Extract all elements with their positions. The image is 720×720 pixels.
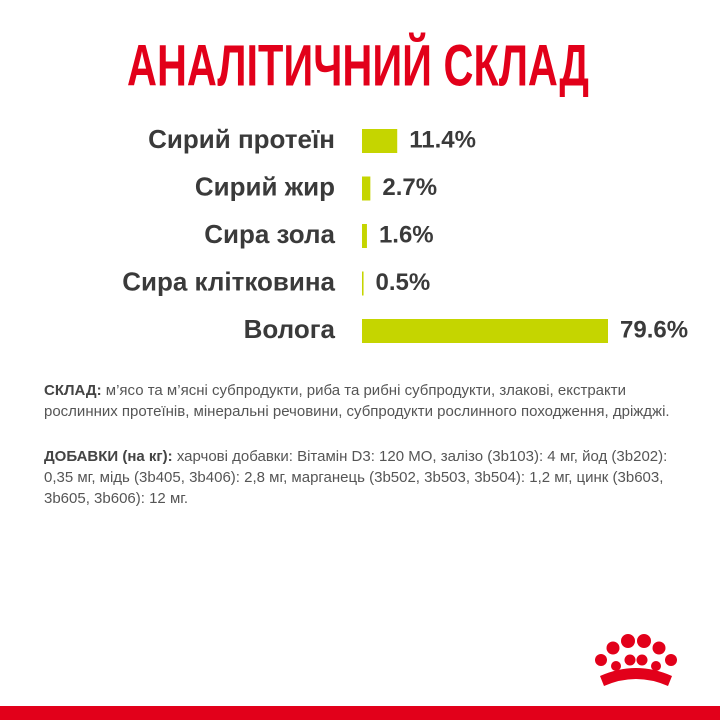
- bar: [362, 319, 608, 343]
- logo: [595, 634, 677, 686]
- additives-label: ДОБАВКИ (на кг):: [44, 448, 173, 465]
- category-label: Сира зола: [204, 219, 335, 249]
- value-label: 2.7%: [382, 174, 437, 201]
- composition: СКЛАД: м’ясо та м’ясні субпродукти, риба…: [44, 380, 684, 422]
- value-label: 1.6%: [379, 221, 434, 248]
- bar: [362, 129, 398, 153]
- value-label: 79.6%: [620, 316, 688, 343]
- footer-bar: [0, 706, 720, 720]
- category-label: Сирий протеїн: [148, 124, 335, 154]
- category-label: Сира клітковина: [122, 266, 335, 296]
- composition-text: м’ясо та м’ясні субпродукти, риба та риб…: [44, 382, 670, 420]
- bar: [362, 176, 371, 201]
- chart-title: АНАЛІТИЧНИЙ СКЛАД: [127, 33, 589, 98]
- category-label: Вологa: [244, 314, 336, 344]
- value-label: 11.4%: [409, 126, 476, 153]
- additives: ДОБАВКИ (на кг): харчові добавки: Вітамі…: [44, 446, 684, 509]
- value-label: 0.5%: [376, 269, 431, 296]
- bar: [362, 271, 364, 296]
- additives-text: харчові добавки: Вітамін D3: 120 МО, зал…: [44, 448, 668, 507]
- bar: [362, 224, 367, 248]
- category-label: Сирий жир: [195, 171, 335, 201]
- composition-label: СКЛАД:: [44, 382, 102, 399]
